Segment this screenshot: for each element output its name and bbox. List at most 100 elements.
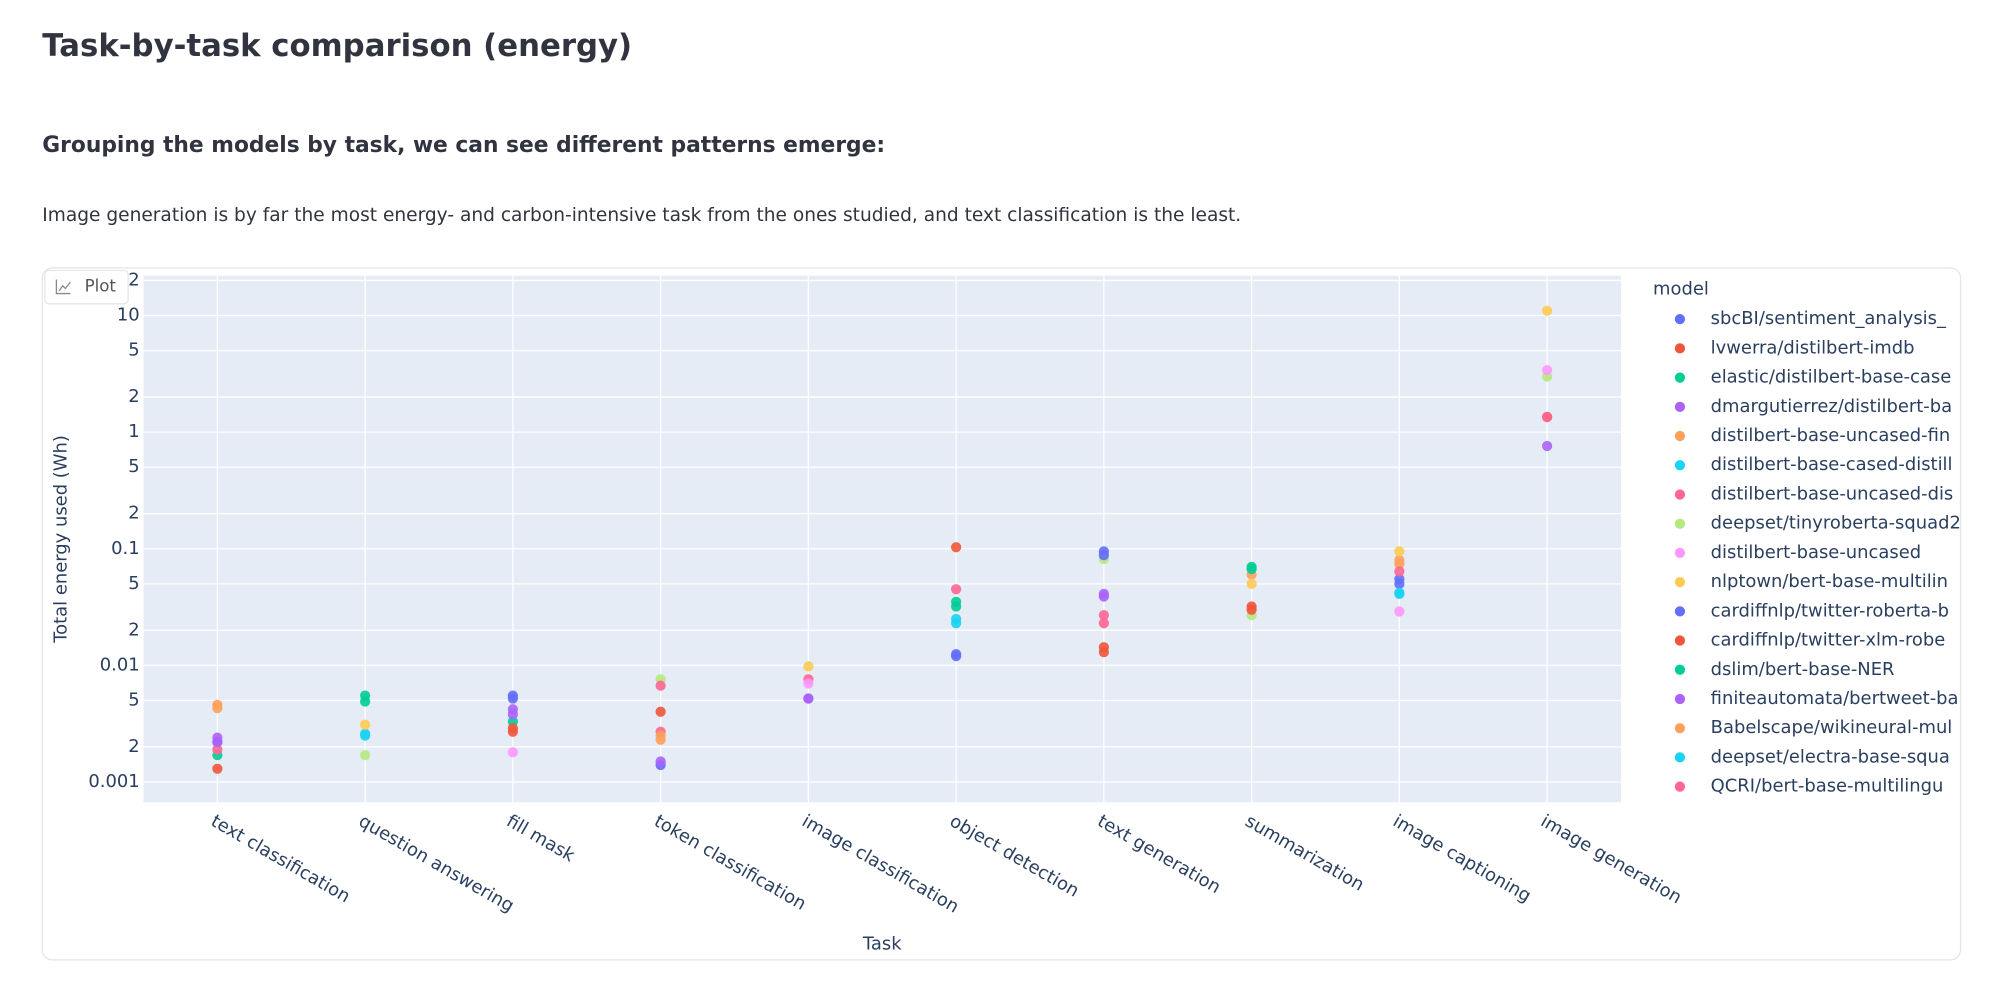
legend-label: deepset/electra-base-squa — [1711, 746, 1950, 767]
data-point — [1246, 563, 1257, 575]
page-title: Task-by-task comparison (energy) — [42, 28, 632, 64]
legend-marker — [1674, 606, 1686, 617]
legend-marker — [1674, 401, 1686, 412]
y-tick-label: 5 — [128, 689, 139, 710]
y-tick-label: 2 — [128, 269, 139, 290]
y-tick-label: 2 — [128, 386, 139, 407]
legend-label: sbcBI/sentiment_analysis_ — [1711, 308, 1947, 329]
data-point — [212, 744, 223, 755]
data-point — [1541, 365, 1553, 376]
legend-label: dmargutierrez/distilbert-ba — [1711, 396, 1952, 417]
data-point — [950, 542, 962, 553]
legend-label: Babelscape/wikineural-mul — [1711, 717, 1953, 738]
data-point — [1541, 440, 1553, 452]
paragraph: Image generation is by far the most ener… — [42, 205, 1241, 226]
legend-marker — [1674, 664, 1686, 675]
legend-label: cardiffnlp/twitter-roberta-b — [1711, 600, 1949, 621]
data-point — [1394, 558, 1405, 570]
legend-label: finiteautomata/bertweet-ba — [1711, 688, 1959, 709]
legend-title: model — [1653, 279, 1709, 300]
y-tick-label: 0.001 — [88, 771, 139, 792]
data-point — [655, 730, 666, 741]
legend-marker — [1674, 518, 1686, 529]
chart: text classification question answeringfil… — [51, 269, 1961, 954]
legend-marker — [1674, 460, 1686, 471]
y-tick-label: 2 — [128, 736, 139, 757]
legend-label: cardiffnlp/twitter-xlm-robe — [1711, 630, 1946, 651]
legend-label: distilbert-base-uncased-fin — [1711, 425, 1951, 446]
legend-marker — [1674, 723, 1686, 734]
legend-label: distilbert-base-uncased — [1711, 542, 1921, 563]
data-point — [507, 693, 519, 704]
data-point — [1541, 305, 1553, 316]
data-point — [360, 696, 371, 707]
y-tick-label: 5 — [128, 340, 139, 361]
data-point — [1098, 646, 1109, 658]
y-tick-label: 10 — [117, 305, 140, 326]
y-tick-label: 0.1 — [111, 538, 140, 559]
data-point — [655, 680, 666, 691]
data-point — [950, 651, 962, 662]
data-point — [360, 730, 371, 741]
data-point — [803, 661, 814, 672]
data-point — [507, 709, 519, 720]
legend-marker — [1674, 430, 1686, 442]
data-point — [1394, 566, 1405, 577]
data-point — [212, 702, 223, 714]
data-point — [212, 763, 223, 774]
legend-label: distilbert-base-cased-distill — [1711, 454, 1953, 475]
data-point — [655, 756, 666, 767]
legend-label: distilbert-base-uncased-dis — [1711, 483, 1954, 504]
legend-marker — [1674, 372, 1686, 383]
y-tick-label: 1 — [128, 421, 139, 442]
data-point — [655, 706, 666, 717]
data-point — [212, 736, 223, 748]
plot-button-label[interactable]: Plot — [85, 277, 117, 296]
data-point — [1394, 606, 1405, 617]
legend-label: dslim/bert-base-NER — [1711, 659, 1895, 680]
legend-marker — [1674, 752, 1686, 763]
legend-label: elastic/distilbert-base-case — [1711, 367, 1952, 388]
data-point — [1098, 618, 1109, 629]
y-tick-label: 2 — [128, 619, 139, 640]
data-point — [950, 618, 962, 629]
legend-marker — [1674, 489, 1686, 500]
plot-area — [143, 275, 1621, 803]
data-point — [1098, 609, 1109, 621]
data-point — [1541, 411, 1553, 423]
legend-marker — [1674, 693, 1686, 705]
data-point — [360, 719, 371, 730]
y-axis-title: Total energy used (Wh) — [51, 435, 72, 644]
legend-marker — [1674, 343, 1686, 354]
legend-marker — [1674, 314, 1686, 325]
data-point — [950, 584, 962, 595]
legend-label: deepset/tinyroberta-squad2 — [1711, 513, 1961, 534]
data-point — [1246, 604, 1257, 615]
data-point — [1246, 578, 1257, 589]
y-tick-label: 5 — [128, 573, 139, 594]
y-tick-label: 5 — [128, 456, 139, 477]
data-point — [507, 747, 519, 758]
legend-marker — [1674, 635, 1686, 646]
y-tick-label: 0.01 — [100, 654, 140, 675]
data-point — [803, 693, 814, 704]
x-axis-title: Task — [862, 934, 902, 955]
legend-marker — [1674, 577, 1686, 588]
data-point — [950, 596, 962, 608]
y-tick-label: 2 — [128, 503, 139, 524]
legend-marker — [1674, 547, 1686, 559]
data-point — [803, 678, 814, 689]
legend-label: nlptown/bert-base-multilin — [1711, 571, 1948, 592]
data-point — [1098, 588, 1109, 600]
legend-label: QCRI/bert-base-multilingu — [1711, 776, 1944, 797]
data-point — [1394, 546, 1405, 557]
data-point — [1098, 550, 1109, 561]
data-point — [1394, 573, 1405, 585]
plot-button[interactable] — [44, 269, 129, 305]
data-point — [507, 722, 519, 734]
subtitle: Grouping the models by task, we can see … — [42, 133, 885, 158]
legend-label: lvwerra/distilbert-imdb — [1711, 337, 1915, 358]
data-point — [1394, 588, 1405, 600]
